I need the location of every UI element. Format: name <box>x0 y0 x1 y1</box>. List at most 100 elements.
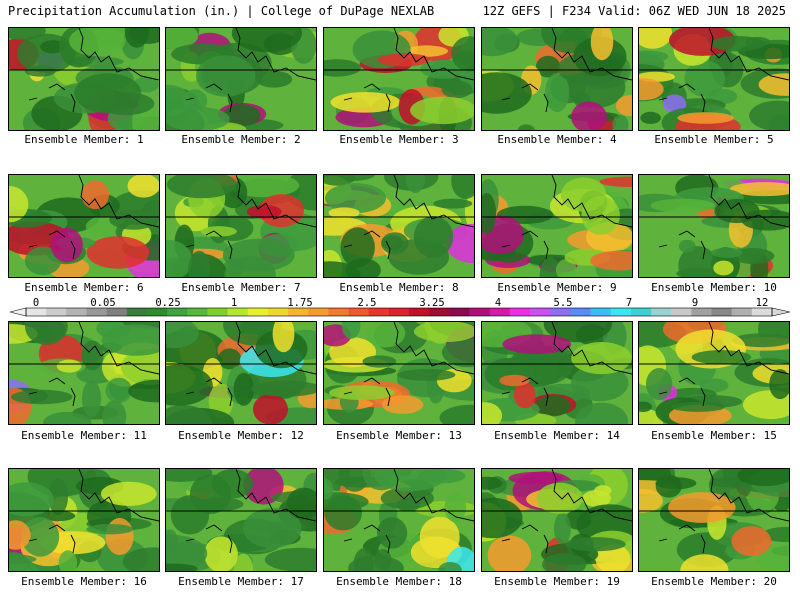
ensemble-member-label: Ensemble Member: 6 <box>24 281 144 294</box>
precip-blob <box>413 216 454 258</box>
coastline <box>235 28 316 81</box>
precip-blob <box>286 487 316 520</box>
ensemble-member-label: Ensemble Member: 5 <box>654 133 774 146</box>
precip-blob <box>324 495 362 531</box>
colorbar-bin <box>207 308 228 316</box>
precip-blob <box>451 175 474 200</box>
precip-blob <box>166 529 178 552</box>
ensemble-member-map <box>323 174 475 278</box>
precip-blob <box>639 78 664 101</box>
precip-blob <box>677 112 734 124</box>
precip-blob <box>11 389 73 405</box>
precip-blob <box>250 380 316 397</box>
coastline <box>235 322 316 375</box>
ensemble-member-label: Ensemble Member: 20 <box>651 575 777 588</box>
colorbar-tick-label: 7 <box>625 297 633 309</box>
precip-field <box>639 175 789 277</box>
colorbar-tick-label: 1 <box>230 297 238 309</box>
precip-blob <box>535 55 561 78</box>
precip-blob <box>731 526 772 557</box>
precip-blob <box>101 324 159 356</box>
colorbar-bin <box>731 308 753 316</box>
coastline <box>551 322 632 375</box>
precip-blob <box>69 28 126 57</box>
precip-field <box>324 469 474 571</box>
precip-blob <box>328 207 360 219</box>
precip-blob <box>646 368 673 400</box>
ensemble-member-label: Ensemble Member: 10 <box>651 281 777 294</box>
precip-blob <box>100 481 157 506</box>
colorbar-bin <box>530 308 551 316</box>
lake-outline <box>658 524 706 554</box>
precip-blob <box>109 209 158 230</box>
precip-blob <box>729 182 789 197</box>
ensemble-member-label: Ensemble Member: 8 <box>339 281 459 294</box>
colorbar-right-arrow <box>771 307 791 317</box>
precip-blob <box>58 550 78 571</box>
precip-blob <box>188 250 211 277</box>
colorbar-bin <box>489 308 511 316</box>
precip-blob <box>9 28 46 41</box>
precip-blob <box>9 520 31 550</box>
ensemble-member-label: Ensemble Member: 9 <box>497 281 617 294</box>
precip-blob <box>668 492 736 523</box>
ensemble-member-label: Ensemble Member: 2 <box>181 133 301 146</box>
ensemble-member-map <box>481 468 633 572</box>
coastline <box>708 322 789 375</box>
precip-blob <box>246 204 282 219</box>
colorbar-bin <box>46 308 67 316</box>
colorbar-bin <box>167 308 188 316</box>
precip-blob <box>439 404 474 424</box>
precip-blob <box>711 247 743 258</box>
lake-outline <box>185 377 233 407</box>
precip-blob <box>362 355 397 368</box>
precip-blob <box>377 517 408 549</box>
precip-blob <box>590 250 632 271</box>
precip-blob <box>444 492 466 523</box>
precip-field <box>166 322 316 424</box>
colorbar-bin <box>651 308 672 316</box>
ensemble-member-map <box>323 27 475 131</box>
precip-blob <box>590 28 614 61</box>
colorbar-bin <box>388 308 410 316</box>
precip-blob <box>40 510 76 522</box>
precip-blob <box>684 60 725 97</box>
precip-blob <box>43 411 92 424</box>
precip-blob <box>482 28 518 57</box>
ensemble-member-map <box>165 174 317 278</box>
precip-blob <box>9 186 29 223</box>
precip-blob <box>25 322 68 345</box>
precip-blob <box>81 340 104 371</box>
precip-blob <box>535 395 571 417</box>
precip-blob <box>545 72 570 113</box>
lake-outline <box>185 83 233 113</box>
ensemble-member-label: Ensemble Member: 12 <box>178 429 304 442</box>
ensemble-member-label: Ensemble Member: 4 <box>497 133 617 146</box>
lake-outline <box>658 83 706 113</box>
ensemble-member-map <box>323 468 475 572</box>
precip-blob <box>571 342 632 375</box>
precip-blob <box>405 175 425 193</box>
ensemble-member-label: Ensemble Member: 19 <box>494 575 620 588</box>
colorbar-bin <box>368 308 390 316</box>
colorbar-bin <box>247 308 269 316</box>
precip-blob <box>482 193 497 234</box>
precip-blob <box>433 198 473 209</box>
coastline <box>78 28 159 81</box>
colorbar-bin <box>26 308 47 316</box>
lake-outline <box>185 230 233 260</box>
precip-blob <box>200 226 237 237</box>
precip-blob <box>97 92 155 116</box>
precip-blob <box>650 198 715 213</box>
colorbar-bin <box>66 308 87 316</box>
lake-outline <box>343 524 391 554</box>
ensemble-member-label: Ensemble Member: 11 <box>21 429 147 442</box>
precip-blob <box>167 175 237 199</box>
coastline <box>78 175 159 228</box>
precip-blob <box>639 401 652 413</box>
precip-blob <box>324 175 356 186</box>
colorbar-bin <box>711 308 732 316</box>
precip-blob <box>243 508 302 549</box>
precip-blob <box>565 509 592 530</box>
precip-blob <box>233 372 254 406</box>
